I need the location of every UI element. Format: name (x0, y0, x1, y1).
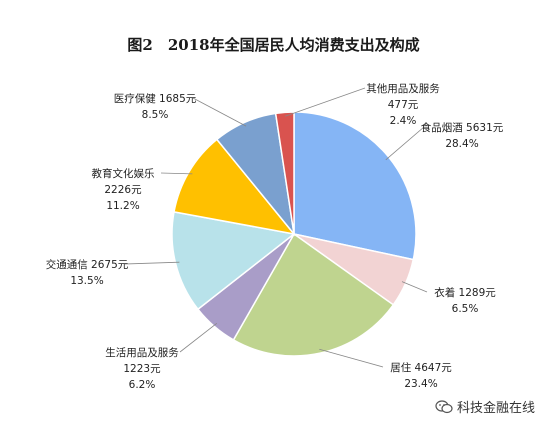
slice-percent-label: 11.2% (106, 200, 139, 212)
slice-percent-label: 13.5% (70, 275, 103, 287)
leader-line-6 (160, 172, 193, 175)
slice-percent-label: 28.4% (445, 138, 478, 150)
pie-slices (171, 111, 417, 357)
leader-line-3 (319, 348, 384, 368)
leader-line-8 (284, 87, 366, 117)
pie-slice-8 (274, 111, 295, 235)
watermark-text: 科技金融在线 (456, 401, 535, 416)
pie-slice-6 (173, 138, 296, 236)
leader-line-2 (401, 281, 428, 293)
slice-name-value-label: 食品烟酒 5631元 (421, 121, 504, 134)
slice-name-value-label: 居住 4647元 (390, 361, 452, 374)
slice-name-label: 其他用品及服务 (366, 82, 440, 95)
slice-name-value-label: 交通通信 2675元 (46, 258, 129, 271)
slice-percent-label: 6.2% (129, 379, 156, 391)
slice-value-label: 2226元 (104, 184, 142, 196)
slice-name-label: 教育文化娱乐 (92, 167, 155, 180)
slice-percent-label: 23.4% (404, 378, 437, 390)
chart-title: 图2 2018年全国居民人均消费支出及构成 (127, 36, 420, 54)
leader-lines (124, 87, 428, 368)
slice-value-label: 477元 (388, 99, 419, 111)
slice-percent-label: 6.5% (452, 303, 479, 315)
pie-slice-5 (171, 211, 296, 311)
slice-labels: 食品烟酒 5631元 28.4% 衣着 1289元 6.5% 居住 4647元 23.4%… (46, 82, 504, 391)
wechat-icon (435, 399, 453, 413)
slice-value-label: 1223元 (123, 363, 161, 375)
slice-percent-label: 8.5% (142, 109, 169, 121)
pie-slice-3 (232, 232, 395, 357)
watermark: 科技金融在线 (435, 397, 535, 416)
leader-line-1 (385, 126, 425, 161)
slice-percent-label: 2.4% (390, 115, 417, 127)
leader-line-7 (192, 97, 247, 127)
slice-name-label: 生活用品及服务 (105, 346, 179, 359)
leader-line-5 (124, 261, 180, 265)
slice-name-value-label: 衣着 1289元 (434, 286, 496, 299)
slice-name-value-label: 医疗保健 1685元 (114, 92, 197, 105)
leader-line-4 (179, 322, 218, 353)
